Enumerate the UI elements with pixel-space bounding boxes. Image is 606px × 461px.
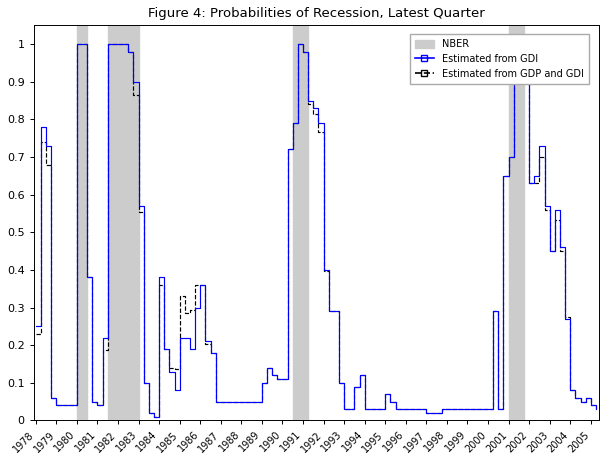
Bar bbox=[77, 25, 87, 420]
Legend: NBER, Estimated from GDI, Estimated from GDP and GDI: NBER, Estimated from GDI, Estimated from… bbox=[410, 34, 588, 83]
Title: Figure 4: Probabilities of Recession, Latest Quarter: Figure 4: Probabilities of Recession, La… bbox=[148, 7, 485, 20]
Bar bbox=[108, 25, 139, 420]
Bar bbox=[508, 25, 524, 420]
Bar bbox=[293, 25, 308, 420]
